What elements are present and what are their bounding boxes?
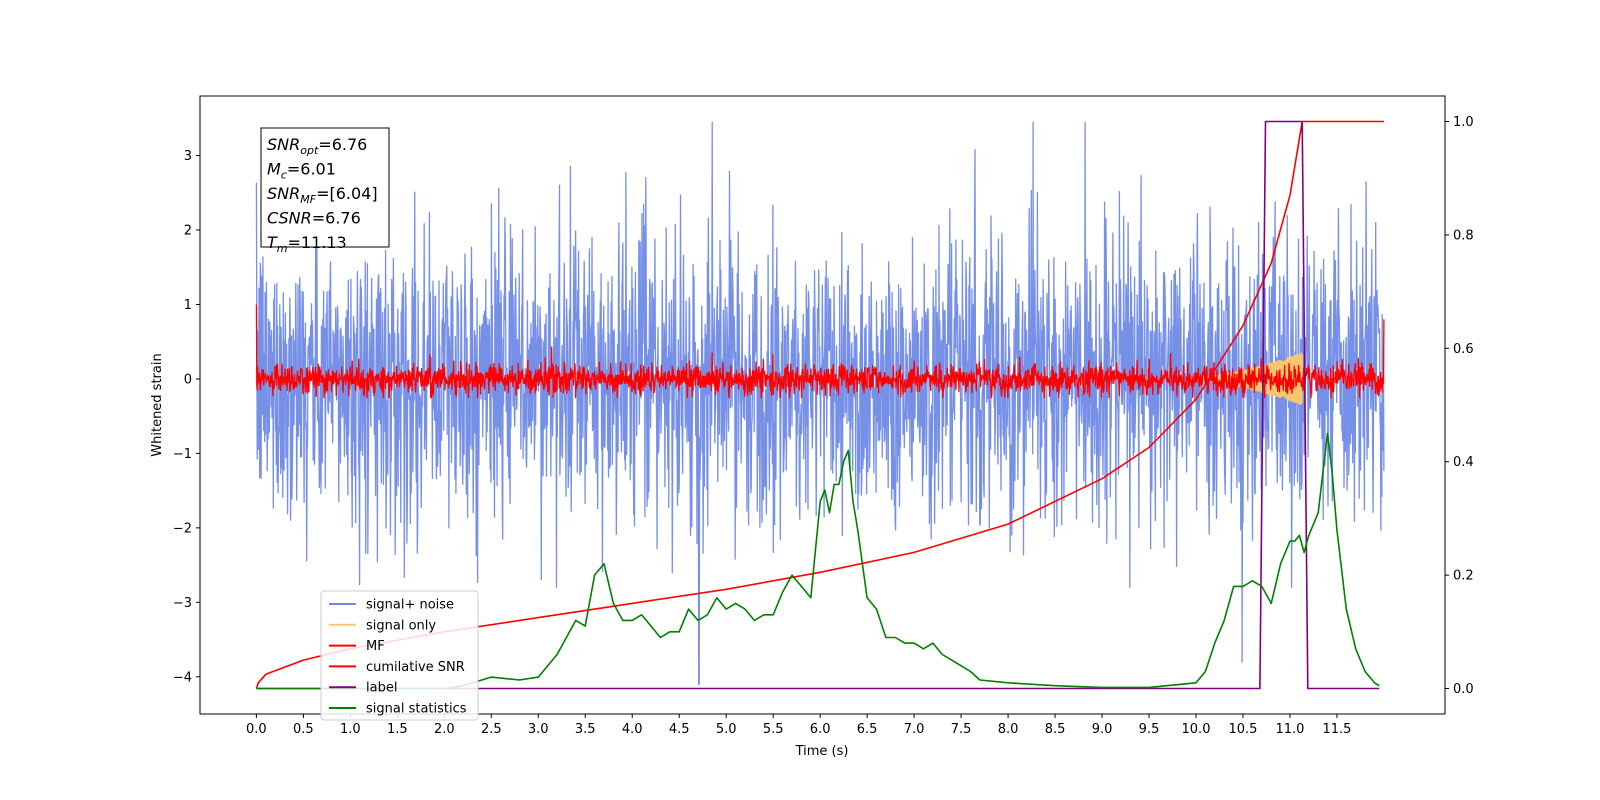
info-subscript: c xyxy=(281,169,287,182)
y2-tick-label: 0.4 xyxy=(1453,455,1474,470)
x-tick-label: 0.5 xyxy=(293,722,314,737)
y-tick-label: −1 xyxy=(173,447,192,462)
x-axis-label: Time (s) xyxy=(795,744,849,759)
x-tick-label: 2.5 xyxy=(481,722,502,737)
series-mf xyxy=(255,304,1385,399)
y2-tick-label: 0.0 xyxy=(1453,682,1474,697)
info-value: =11.13 xyxy=(288,233,347,252)
x-tick-label: 5.0 xyxy=(716,722,737,737)
y2-tick-label: 1.0 xyxy=(1453,115,1474,130)
info-symbol: SNR xyxy=(267,184,300,203)
x-tick-label: 9.5 xyxy=(1139,722,1160,737)
legend: signal+ noise signal only MF cumilative SNR… xyxy=(320,590,479,721)
info-line-1: SNRopt=6.76 xyxy=(267,135,367,157)
y-tick-label: 0 xyxy=(184,372,192,387)
y2-tick-label: 0.6 xyxy=(1453,342,1474,357)
x-tick-label: 6.0 xyxy=(810,722,831,737)
legend-label-signal-only: signal only xyxy=(366,618,436,633)
x-tick-label: 8.0 xyxy=(998,722,1019,737)
y2-tick-label: 0.8 xyxy=(1453,228,1474,243)
x-tick-label: 7.5 xyxy=(951,722,972,737)
info-line-4: CSNR=6.76 xyxy=(267,209,361,228)
legend-frame xyxy=(320,590,479,721)
x-tick-label: 3.0 xyxy=(528,722,549,737)
y2-tick-label: 0.2 xyxy=(1453,569,1474,584)
y-tick-label: 1 xyxy=(184,298,192,313)
series-label xyxy=(256,120,1380,690)
x-tick-label: 3.5 xyxy=(575,722,596,737)
plot-frame xyxy=(199,95,1446,715)
info-symbol: CSNR xyxy=(267,209,312,228)
x-tick-label: 11.5 xyxy=(1322,722,1351,737)
x-tick-label: 1.0 xyxy=(340,722,361,737)
x-tick-label: 2.0 xyxy=(434,722,455,737)
info-subscript: opt xyxy=(300,144,319,157)
y-tick-label: −3 xyxy=(173,596,192,611)
x-tick-label: 10.0 xyxy=(1182,722,1211,737)
info-symbol: M xyxy=(267,160,281,179)
info-value: =6.01 xyxy=(287,160,336,179)
info-box: SNRopt=6.76Mc=6.01SNRMF=[6.04]CSNR=6.76T… xyxy=(260,127,390,255)
info-subscript: MF xyxy=(300,193,316,206)
info-line-3: SNRMF=[6.04] xyxy=(267,184,378,206)
x-tick-label: 6.5 xyxy=(857,722,878,737)
legend-label-signal-statistics: signal statistics xyxy=(366,702,467,717)
info-symbol: T xyxy=(267,233,278,252)
y-tick-label: 2 xyxy=(184,224,192,239)
x-tick-label: 4.5 xyxy=(669,722,690,737)
x-tick-label: 11.0 xyxy=(1275,722,1304,737)
info-symbol: SNR xyxy=(267,135,300,154)
x-tick-label: 9.0 xyxy=(1092,722,1113,737)
info-subscript: m xyxy=(277,242,288,255)
series-signal-statistics xyxy=(256,432,1380,690)
legend-label-mf: MF xyxy=(366,639,385,654)
info-value: =6.76 xyxy=(318,135,367,154)
x-tick-label: 4.0 xyxy=(622,722,643,737)
legend-label-cumilative-snr: cumilative SNR xyxy=(366,660,465,675)
info-line-2: Mc=6.01 xyxy=(267,160,336,182)
x-tick-label: 10.5 xyxy=(1229,722,1258,737)
x-tick-label: 5.5 xyxy=(763,722,784,737)
series-layer xyxy=(255,120,1385,690)
x-tick-label: 7.0 xyxy=(904,722,925,737)
axes-layer: 0.0 0.5 1.0 1.5 2.0 2.5 3.0 3.5 4.0 4.5 5.0 5.5 6.0 6… xyxy=(173,115,1474,737)
x-tick-label: 8.5 xyxy=(1045,722,1066,737)
info-box-frame xyxy=(260,127,390,248)
series-cumilative-snr xyxy=(255,120,1384,689)
info-value: =6.76 xyxy=(312,209,361,228)
x-tick-label: 0.0 xyxy=(246,722,267,737)
legend-label-signal-noise: signal+ noise xyxy=(366,598,454,613)
y-tick-label: −2 xyxy=(173,521,192,536)
x-tick-label: 1.5 xyxy=(387,722,408,737)
y-tick-label: −4 xyxy=(173,670,192,685)
y-tick-label: 3 xyxy=(184,149,192,164)
info-line-5: Tm=11.13 xyxy=(267,233,347,255)
legend-label-label: label xyxy=(366,681,397,696)
info-value: =[6.04] xyxy=(316,184,378,203)
y-axis-label: Whitened strain xyxy=(150,353,165,456)
